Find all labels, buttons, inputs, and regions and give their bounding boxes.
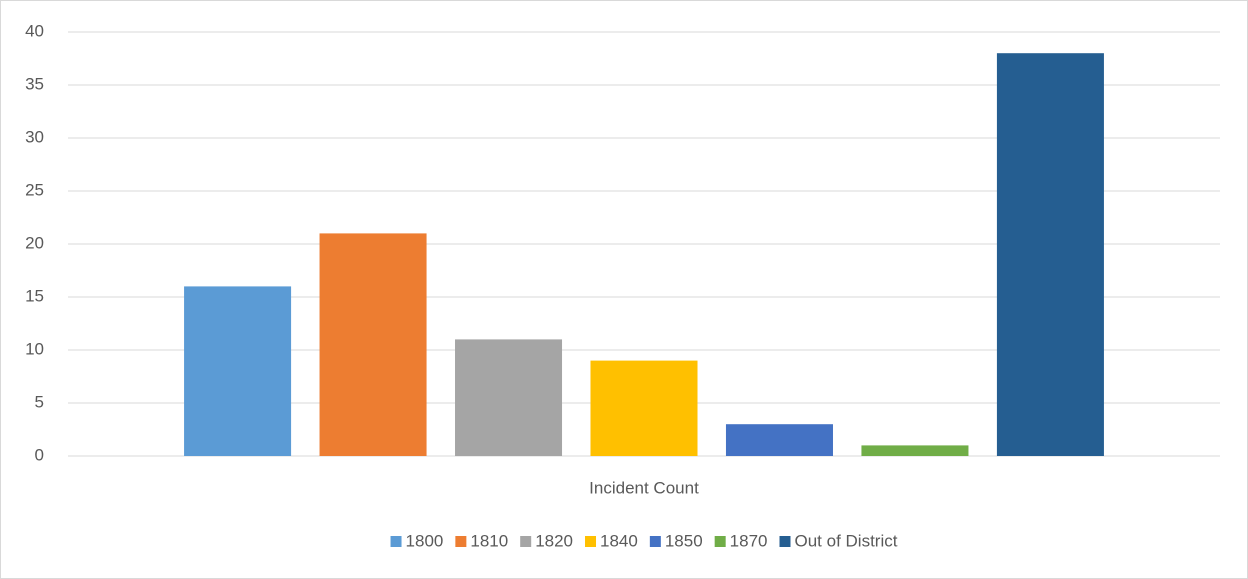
legend-label: 1810 xyxy=(470,531,508,550)
y-tick-label: 5 xyxy=(35,392,44,411)
bar xyxy=(590,360,698,456)
legend-swatch xyxy=(649,536,661,547)
y-tick-label: 0 xyxy=(35,445,44,464)
bar xyxy=(996,53,1104,456)
x-tick-label: Incident Count xyxy=(589,478,699,497)
bar xyxy=(455,339,563,456)
y-tick-label: 35 xyxy=(25,74,44,93)
legend-label: 1850 xyxy=(665,531,703,550)
legend-swatch xyxy=(520,536,532,547)
legend-swatch xyxy=(779,536,791,547)
legend-label: Out of District xyxy=(795,531,898,550)
legend-label: 1870 xyxy=(730,531,768,550)
bar xyxy=(861,445,969,456)
legend-label: 1820 xyxy=(535,531,573,550)
y-tick-label: 25 xyxy=(25,180,44,199)
y-tick-label: 40 xyxy=(25,21,44,40)
bar xyxy=(319,233,427,456)
legend-swatch xyxy=(585,536,597,547)
legend-label: 1800 xyxy=(406,531,444,550)
legend-swatch xyxy=(455,536,467,547)
legend-label: 1840 xyxy=(600,531,638,550)
legend-swatch xyxy=(390,536,402,547)
legend-swatch xyxy=(714,536,726,547)
y-tick-label: 15 xyxy=(25,286,44,305)
bar xyxy=(184,286,292,456)
bar xyxy=(725,424,833,456)
y-tick-label: 10 xyxy=(25,339,44,358)
y-tick-label: 30 xyxy=(25,127,44,146)
y-tick-label: 20 xyxy=(25,233,44,252)
